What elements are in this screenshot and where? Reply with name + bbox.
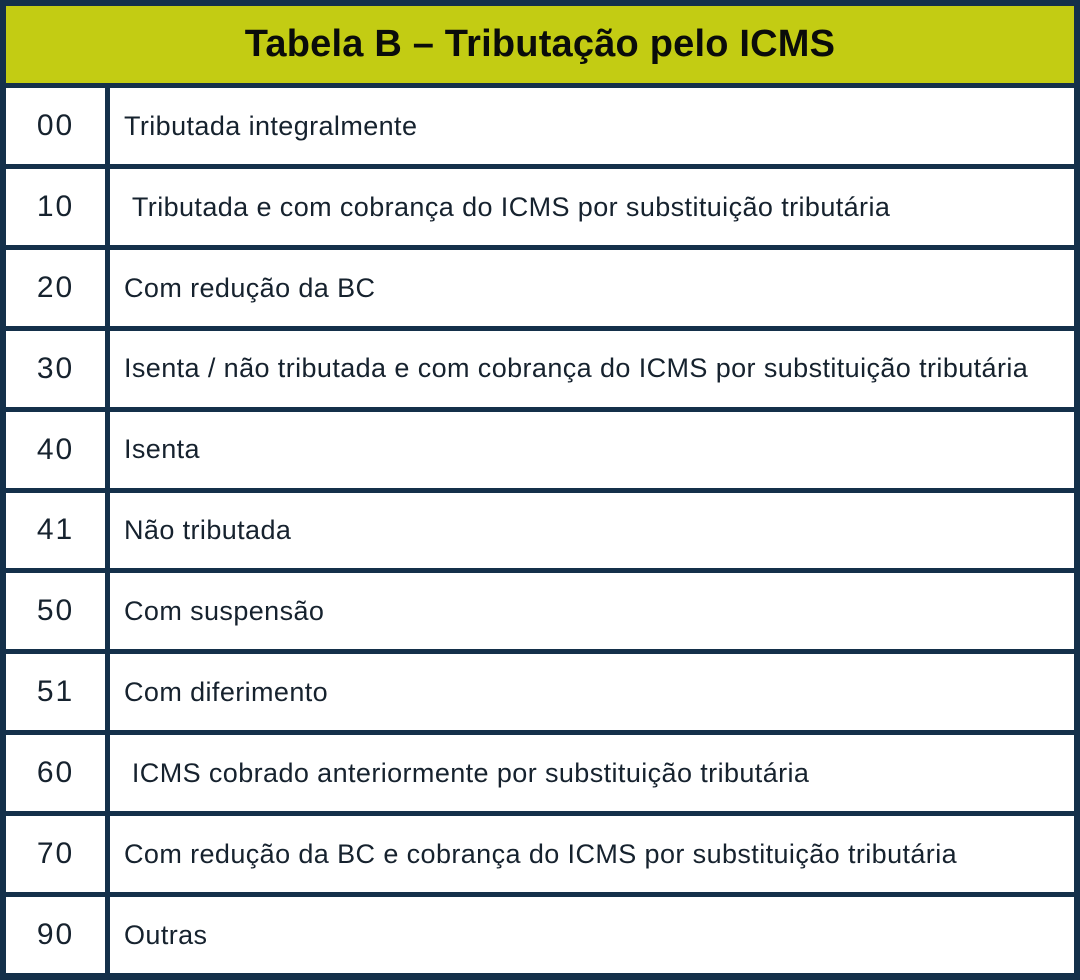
table-row: 40 Isenta bbox=[6, 411, 1074, 493]
cst-description-text: Com redução da BC bbox=[124, 272, 376, 303]
cst-code-cell: 50 bbox=[6, 573, 110, 650]
cst-description-cell: ICMS cobrado anteriormente por substitui… bbox=[110, 735, 1074, 811]
cst-description-text: Tributada e com cobrança do ICMS por sub… bbox=[124, 191, 891, 222]
cst-description-cell: Tributada integralmente bbox=[110, 88, 1074, 164]
cst-code-cell: 90 bbox=[6, 897, 110, 973]
cst-description-text: Isenta / não tributada e com cobrança do… bbox=[124, 353, 1029, 384]
cst-code-cell: 70 bbox=[6, 816, 110, 893]
cst-description-cell: Com suspensão bbox=[110, 573, 1074, 649]
cst-description-text: Tributada integralmente bbox=[124, 110, 418, 141]
cst-code-value: 10 bbox=[36, 189, 75, 223]
cst-code-cell: 30 bbox=[6, 330, 110, 407]
cst-code-value: 70 bbox=[36, 837, 75, 871]
table-row: 60 ICMS cobrado anteriormente por substi… bbox=[6, 735, 1074, 817]
cst-description-text: ICMS cobrado anteriormente por substitui… bbox=[124, 757, 810, 788]
cst-code-value: 30 bbox=[36, 351, 75, 385]
cst-code-value: 51 bbox=[36, 675, 75, 709]
table-row: 70 Com redução da BC e cobrança do ICMS … bbox=[6, 816, 1074, 898]
table-row: 20 Com redução da BC bbox=[6, 249, 1074, 331]
cst-code-cell: 41 bbox=[6, 492, 110, 569]
cst-code-value: 50 bbox=[36, 594, 75, 628]
cst-code-value: 00 bbox=[36, 108, 75, 142]
cst-description-text: Com diferimento bbox=[124, 677, 329, 708]
cst-description-cell: Não tributada bbox=[110, 493, 1074, 569]
cst-code-cell: 40 bbox=[6, 411, 110, 488]
table-row: 10 Tributada e com cobrança do ICMS por … bbox=[6, 168, 1074, 250]
cst-code-cell: 10 bbox=[6, 168, 110, 245]
table-row: 30 Isenta / não tributada e com cobrança… bbox=[6, 330, 1074, 412]
cst-code-cell: 20 bbox=[6, 249, 110, 326]
cst-code-cell: 51 bbox=[6, 654, 110, 731]
cst-description-text: Não tributada bbox=[124, 515, 292, 546]
table-row: 41 Não tributada bbox=[6, 492, 1074, 574]
cst-description-cell: Com redução da BC bbox=[110, 250, 1074, 326]
table-row: 90 Outras bbox=[6, 897, 1074, 973]
cst-description-text: Com redução da BC e cobrança do ICMS por… bbox=[124, 838, 958, 869]
cst-description-cell: Outras bbox=[110, 897, 1074, 973]
table-row: 51 Com diferimento bbox=[6, 654, 1074, 736]
table-header: Tabela B – Tributação pelo ICMS bbox=[6, 6, 1074, 88]
cst-code-cell: 00 bbox=[6, 88, 110, 164]
cst-code-value: 20 bbox=[36, 270, 75, 304]
cst-code-value: 90 bbox=[36, 918, 75, 952]
cst-code-value: 60 bbox=[36, 756, 75, 790]
cst-description-cell: Tributada e com cobrança do ICMS por sub… bbox=[110, 169, 1074, 245]
cst-description-text: Isenta bbox=[124, 434, 200, 465]
cst-description-text: Com suspensão bbox=[124, 596, 325, 627]
cst-code-cell: 60 bbox=[6, 735, 110, 812]
table-body: 00 Tributada integralmente 10 Tributada … bbox=[6, 88, 1074, 973]
table-title: Tabela B – Tributação pelo ICMS bbox=[244, 23, 836, 65]
cst-description-text: Outras bbox=[124, 919, 208, 950]
table-row: 00 Tributada integralmente bbox=[6, 88, 1074, 169]
cst-code-value: 40 bbox=[36, 432, 75, 466]
cst-description-cell: Isenta / não tributada e com cobrança do… bbox=[110, 331, 1074, 407]
table-row: 50 Com suspensão bbox=[6, 573, 1074, 655]
cst-description-cell: Com redução da BC e cobrança do ICMS por… bbox=[110, 816, 1074, 892]
cst-description-cell: Com diferimento bbox=[110, 654, 1074, 730]
cst-code-value: 41 bbox=[36, 513, 75, 547]
cst-description-cell: Isenta bbox=[110, 412, 1074, 488]
